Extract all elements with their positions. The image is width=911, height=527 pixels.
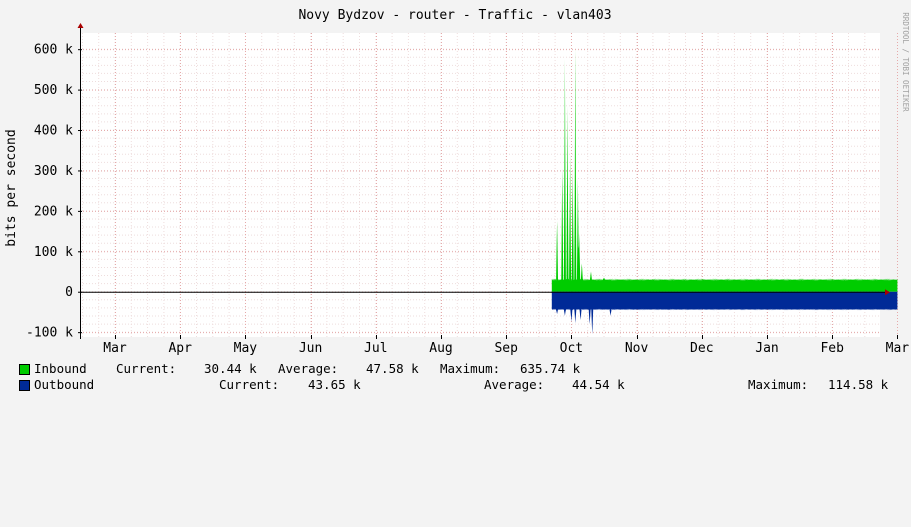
y-axis-arrow	[77, 23, 84, 28]
grid-lines	[80, 33, 898, 337]
legend-outbound-maximum: 114.58 k	[828, 377, 889, 392]
y-tick-label: 200 k	[34, 204, 73, 219]
x-tick-label: May	[234, 341, 258, 356]
y-tick-label: 400 k	[34, 124, 73, 139]
y-tick-label: 600 k	[34, 43, 73, 58]
legend-outbound-current: 43.65 k	[308, 377, 361, 392]
x-tick-label: Nov	[625, 341, 649, 356]
legend-inbound-maximum: 635.74 k	[520, 361, 581, 376]
chart-title: Novy Bydzov - router - Traffic - vlan403	[298, 8, 611, 23]
series-outbound-area	[551, 291, 898, 335]
y-tick-label: -100 k	[26, 326, 73, 341]
y-tick-labels: -100 k 0 100 k 200 k 300 k 400 k 500 k 600 k	[26, 43, 73, 341]
legend-inbound-average: 47.58 k	[366, 361, 419, 376]
traffic-chart: -100 k 0 100 k 200 k 300 k 400 k 500 k 600 k Ma…	[4, 8, 910, 356]
y-tick-label: 300 k	[34, 164, 73, 179]
y-tick-label: 500 k	[34, 83, 73, 98]
legend-row-outbound: Outbound Current: 43.65 k Average: 44.54…	[0, 377, 911, 393]
outbound-swatch	[19, 380, 30, 391]
x-tick-label: Mar	[103, 341, 127, 356]
x-tick-label: Jan	[755, 341, 778, 356]
legend-inbound-maximum-label: Maximum:	[440, 361, 501, 376]
y-axis-label: bits per second	[4, 129, 19, 246]
legend-inbound-current-label: Current:	[116, 361, 177, 376]
x-tick-label: Sep	[494, 341, 518, 356]
legend-outbound-maximum-label: Maximum:	[748, 377, 809, 392]
legend-outbound-average-label: Average:	[484, 377, 545, 392]
legend-row-inbound: Inbound Current: 30.44 k Average: 47.58 …	[0, 361, 911, 377]
x-tick-label: Dec	[690, 341, 713, 356]
legend: Inbound Current: 30.44 k Average: 47.58 …	[0, 360, 911, 400]
legend-outbound-current-label: Current:	[219, 377, 280, 392]
y-tick-label: 100 k	[34, 245, 73, 260]
x-tick-label: Jul	[364, 341, 387, 356]
legend-outbound-average: 44.54 k	[572, 377, 625, 392]
x-tick-label: Aug	[429, 341, 452, 356]
x-tick-label: Oct	[560, 341, 583, 356]
legend-inbound-average-label: Average:	[278, 361, 339, 376]
chart-container: -100 k 0 100 k 200 k 300 k 400 k 500 k 600 k Ma…	[0, 8, 911, 400]
rrdtool-watermark: RRDTOOL / TOBI OETIKER	[901, 12, 910, 112]
x-tick-label: Apr	[168, 341, 192, 356]
legend-inbound-name: Inbound	[34, 361, 87, 376]
x-tick-label: Mar	[886, 341, 910, 356]
x-tick-label: Jun	[299, 341, 322, 356]
inbound-swatch	[19, 364, 30, 375]
series-layer	[551, 49, 898, 335]
legend-outbound-name: Outbound	[34, 377, 95, 392]
x-tick-label: Feb	[820, 341, 844, 356]
legend-inbound-current: 30.44 k	[204, 361, 257, 376]
x-tick-labels: Mar Apr May Jun Jul Aug Sep Oct Nov Dec Jan Feb Mar	[103, 341, 909, 356]
axes	[77, 23, 898, 339]
x-axis-arrow	[885, 289, 890, 296]
y-tick-label: 0	[65, 285, 73, 300]
